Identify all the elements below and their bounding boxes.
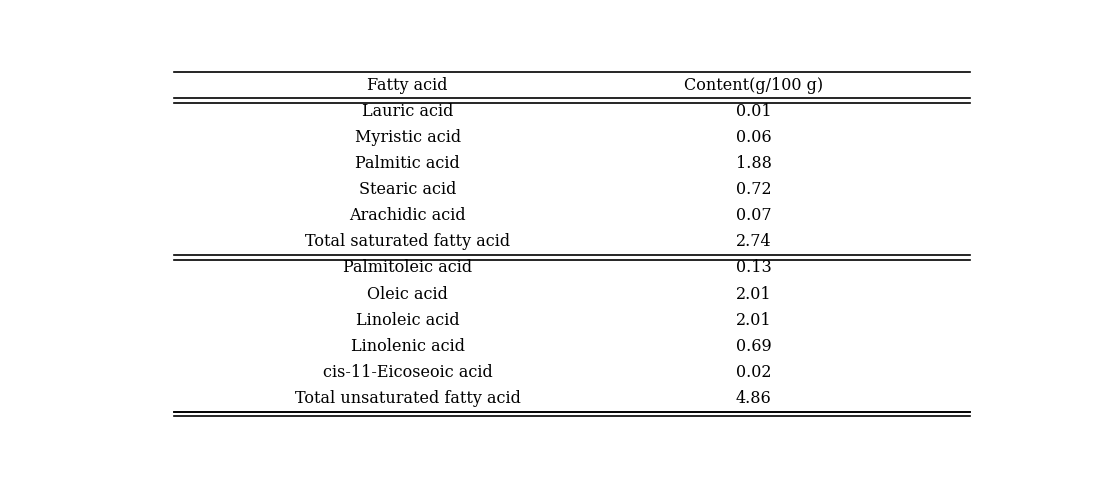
Text: 0.13: 0.13 xyxy=(735,260,771,276)
Text: Content(g/100 g): Content(g/100 g) xyxy=(684,77,824,94)
Text: Palmitoleic acid: Palmitoleic acid xyxy=(343,260,472,276)
Text: 0.72: 0.72 xyxy=(735,181,771,198)
Text: 0.06: 0.06 xyxy=(735,129,771,146)
Text: 4.86: 4.86 xyxy=(735,390,771,407)
Text: cis-11-Eicoseoic acid: cis-11-Eicoseoic acid xyxy=(323,364,492,381)
Text: Stearic acid: Stearic acid xyxy=(359,181,456,198)
Text: 2.01: 2.01 xyxy=(735,312,771,329)
Text: 2.01: 2.01 xyxy=(735,285,771,303)
Text: Linoleic acid: Linoleic acid xyxy=(356,312,460,329)
Text: Linolenic acid: Linolenic acid xyxy=(350,338,464,355)
Text: Oleic acid: Oleic acid xyxy=(367,285,448,303)
Text: Arachidic acid: Arachidic acid xyxy=(349,207,466,224)
Text: 2.74: 2.74 xyxy=(735,233,771,251)
Text: 0.01: 0.01 xyxy=(735,103,771,120)
Text: 0.02: 0.02 xyxy=(735,364,771,381)
Text: Lauric acid: Lauric acid xyxy=(362,103,453,120)
Text: Palmitic acid: Palmitic acid xyxy=(355,155,460,172)
Text: Myristic acid: Myristic acid xyxy=(355,129,461,146)
Text: Fatty acid: Fatty acid xyxy=(367,77,448,94)
Text: 0.07: 0.07 xyxy=(735,207,771,224)
Text: Total unsaturated fatty acid: Total unsaturated fatty acid xyxy=(295,390,520,407)
Text: Total saturated fatty acid: Total saturated fatty acid xyxy=(305,233,510,251)
Text: 0.69: 0.69 xyxy=(735,338,771,355)
Text: 1.88: 1.88 xyxy=(735,155,771,172)
